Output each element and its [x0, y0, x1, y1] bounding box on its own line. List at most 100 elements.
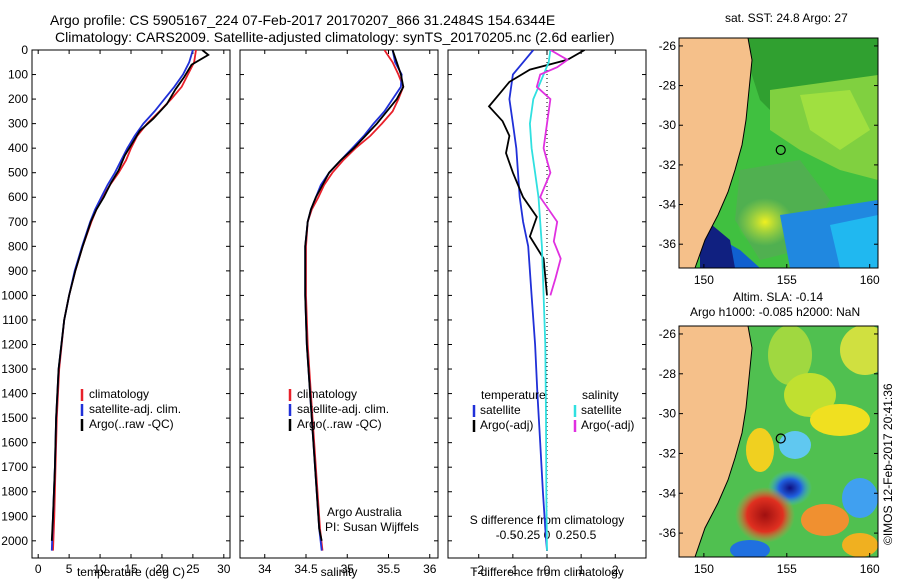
sla-map-float-marker — [775, 433, 786, 444]
map-lon-label: 155 — [777, 562, 797, 576]
temperature-xlabel: temperature (deg C) — [77, 565, 185, 579]
depth-tick-label: 300 — [8, 117, 28, 131]
depth-tick-label: 1100 — [2, 313, 28, 327]
salinity-xlabel: salinity — [321, 565, 358, 579]
map-lat-label: -32 — [659, 158, 677, 172]
sla-map-title: Altim. SLA: -0.14 — [733, 290, 823, 304]
sst-map: 150 155 160 -26 -28 -30 -32 -34 -36 — [659, 37, 880, 287]
temperature-xtick-label: 10 — [93, 562, 107, 576]
depth-tick-label: 0 — [21, 43, 28, 57]
sla-map-field — [730, 326, 878, 557]
map-lat-label: -34 — [659, 198, 677, 212]
salinity-line-argo-raw-qc- — [304, 50, 405, 541]
temperature-xtick-label: 0 — [35, 562, 42, 576]
map-lat-label: -30 — [659, 118, 677, 132]
temperature-series-group — [50, 50, 210, 551]
map-lon-label: 155 — [777, 273, 797, 287]
salinity-plot-frame — [239, 49, 439, 559]
map-lat-label: -30 — [659, 407, 677, 421]
temperature-xtick-label: 25 — [186, 562, 200, 576]
difference-panel: -2 -1 0 1 2T difference from climatology -0.5… — [447, 49, 647, 579]
legend-salinity-title: salinity — [582, 388, 619, 402]
figure-title-line1: Argo profile: CS 5905167_224 07-Feb-2017… — [50, 12, 555, 28]
temperature-xtick-label: 20 — [155, 562, 169, 576]
depth-tick-label: 1000 — [1, 288, 28, 302]
depth-tick-label: 1900 — [1, 509, 28, 523]
salinity-panel: 34 34.5 35 35.5 36 salinity climatologysatelli… — [239, 49, 439, 579]
salinity-diff-tick-label: 0.25 — [556, 528, 580, 542]
legend-label: climatology — [89, 387, 149, 401]
map-lon-label: 150 — [694, 273, 714, 287]
depth-tick-label: 1400 — [1, 387, 28, 401]
map-lon-label: 150 — [694, 562, 714, 576]
legend-label: satellite-adj. clim. — [89, 402, 181, 416]
legend-label: Argo(-adj) — [480, 418, 533, 432]
sst-map-frame — [678, 37, 879, 269]
map-lat-label: -26 — [659, 327, 677, 341]
difference-xtick-label: -1 — [508, 563, 519, 577]
temperature-panel: 0 5 10 15 20 25 300100200300400500600700800900… — [1, 43, 231, 579]
legend-label: satellite — [581, 403, 622, 417]
salinity-diff-tick-label: -0.25 — [513, 528, 541, 542]
difference-line-satellite — [508, 50, 548, 551]
difference-line-argo-adj- — [487, 50, 586, 296]
sst-map-title: sat. SST: 24.8 Argo: 27 — [725, 11, 848, 25]
salinity-xtick-label: 35.5 — [377, 562, 401, 576]
legend-label: Argo(-adj) — [581, 418, 634, 432]
sla-map-frame — [678, 325, 879, 558]
depth-tick-label: 200 — [8, 92, 28, 106]
map-lat-label: -36 — [659, 526, 677, 540]
depth-tick-label: 1600 — [1, 436, 28, 450]
temperature-xtick-label: 5 — [66, 562, 73, 576]
salinity-xtick-label: 36 — [423, 562, 437, 576]
depth-tick-label: 800 — [8, 239, 28, 253]
salinity-xtick-label: 34 — [258, 562, 272, 576]
legend-label: climatology — [297, 387, 357, 401]
temperature-line-argo-raw-qc- — [50, 50, 210, 541]
difference-xtick-label: 2 — [612, 563, 619, 577]
map-lon-label: 160 — [860, 562, 880, 576]
pi-text: PI: Susan Wijffels — [325, 520, 419, 534]
depth-tick-label: 100 — [8, 68, 28, 82]
map-lat-label: -36 — [659, 237, 677, 251]
imos-watermark: ©IMOS 12-Feb-2017 20:41:36 — [881, 383, 895, 545]
depth-tick-label: 400 — [8, 141, 28, 155]
difference-xtick-label: 0 — [544, 563, 551, 577]
legend-temperature-title: temperature — [481, 388, 546, 402]
difference-xtick-label: -2 — [473, 563, 484, 577]
temperature-xtick-label: 30 — [217, 562, 231, 576]
map-lat-label: -32 — [659, 446, 677, 460]
salinity-xtick-label: 35 — [341, 562, 355, 576]
temperature-xtick-label: 15 — [124, 562, 138, 576]
sla-map: 150 155 160 -26 -28 -30 -32 -34 -36 — [659, 325, 880, 576]
salinity-xtick-label: 34.5 — [294, 562, 318, 576]
temperature-plot-frame — [31, 49, 231, 559]
depth-tick-label: 1800 — [1, 485, 28, 499]
depth-tick-label: 500 — [8, 166, 28, 180]
map-lat-label: -34 — [659, 486, 677, 500]
depth-tick-label: 700 — [8, 215, 28, 229]
sst-map-field — [700, 38, 878, 268]
sst-map-float-marker — [775, 144, 786, 156]
credit-text: Argo Australia — [327, 505, 402, 519]
depth-tick-label: 1200 — [1, 337, 28, 351]
sla-map-subtitle: Argo h1000: -0.085 h2000: NaN — [690, 305, 860, 319]
figure-title-line2: Climatology: CARS2009. Satellite-adjuste… — [55, 29, 615, 45]
difference-xtick-label: 1 — [578, 563, 585, 577]
map-lon-label: 160 — [860, 273, 880, 287]
map-lat-label: -28 — [659, 79, 677, 93]
legend-label: satellite-adj. clim. — [297, 402, 389, 416]
depth-tick-label: 900 — [8, 264, 28, 278]
salinity-series-group — [304, 50, 405, 551]
sst-map-ticks: 150 155 160 -26 -28 -30 -32 -34 -36 — [659, 39, 880, 287]
salinity-diff-tick-label: 0.5 — [580, 528, 597, 542]
depth-tick-label: 1500 — [1, 411, 28, 425]
difference-line-argo-adj- — [535, 50, 570, 296]
map-lat-label: -28 — [659, 367, 677, 381]
legend-label: Argo(..raw -QC) — [297, 417, 382, 431]
legend-label: Argo(..raw -QC) — [89, 417, 174, 431]
difference-xlabel: T difference from climatology — [470, 565, 624, 579]
depth-tick-label: 1700 — [1, 460, 28, 474]
depth-tick-label: 2000 — [1, 534, 28, 548]
